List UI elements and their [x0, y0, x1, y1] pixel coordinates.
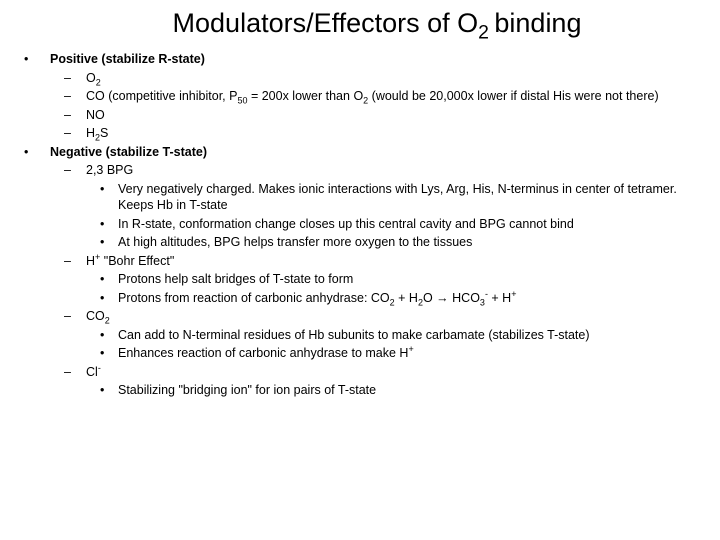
- t: + H: [488, 291, 511, 305]
- slide-body: • Positive (stabilize R-state) – O2 – CO…: [24, 51, 700, 399]
- list-item: – 2,3 BPG: [24, 162, 700, 179]
- list-item: • Protons help salt bridges of T-state t…: [24, 271, 700, 288]
- bullet-l3: •: [100, 271, 118, 288]
- text: Negative (stabilize T-state): [50, 144, 700, 161]
- text: CO (competitive inhibitor, P50 = 200x lo…: [86, 88, 700, 105]
- t: H: [86, 254, 95, 268]
- bullet-l2: –: [64, 88, 86, 105]
- t: CO (competitive inhibitor, P: [86, 89, 237, 103]
- list-item: • Stabilizing "bridging ion" for ion pai…: [24, 382, 700, 399]
- t: O: [86, 71, 96, 85]
- text: H2S: [86, 125, 700, 142]
- text: Very negatively charged. Makes ionic int…: [118, 181, 700, 214]
- text: H+ "Bohr Effect": [86, 253, 700, 270]
- text: NO: [86, 107, 700, 124]
- sup: -: [98, 362, 101, 372]
- t: Enhances reaction of carbonic anhydrase …: [118, 346, 408, 360]
- text: Enhances reaction of carbonic anhydrase …: [118, 345, 700, 362]
- text: Protons help salt bridges of T-state to …: [118, 271, 700, 288]
- bullet-l1: •: [24, 51, 50, 68]
- t: Cl: [86, 365, 98, 379]
- sub: 3: [480, 297, 485, 307]
- bullet-l3: •: [100, 382, 118, 399]
- bullet-l2: –: [64, 125, 86, 142]
- t: + H: [395, 291, 418, 305]
- bullet-l2: –: [64, 107, 86, 124]
- sub: 2: [96, 77, 101, 87]
- text: O2: [86, 70, 700, 87]
- list-item: • At high altitudes, BPG helps transfer …: [24, 234, 700, 251]
- list-item: • Can add to N-terminal residues of Hb s…: [24, 327, 700, 344]
- sub: 2: [105, 316, 110, 326]
- bullet-l3: •: [100, 234, 118, 251]
- t: (would be 20,000x lower if distal His we…: [368, 89, 658, 103]
- text: At high altitudes, BPG helps transfer mo…: [118, 234, 700, 251]
- title-b: binding: [494, 8, 581, 38]
- text: CO2: [86, 308, 700, 325]
- t: O → HCO: [423, 291, 480, 305]
- list-item: – H+ "Bohr Effect": [24, 253, 700, 270]
- list-item: – CO (competitive inhibitor, P50 = 200x …: [24, 88, 700, 105]
- positive-heading: • Positive (stabilize R-state): [24, 51, 700, 68]
- slide-title: Modulators/Effectors of O2 binding: [24, 8, 700, 39]
- t: "Bohr Effect": [100, 254, 174, 268]
- text: Positive (stabilize R-state): [50, 51, 700, 68]
- list-item: – H2S: [24, 125, 700, 142]
- t: H: [86, 126, 95, 140]
- t: CO: [86, 309, 105, 323]
- sub: 50: [237, 96, 247, 106]
- title-sub: 2: [478, 21, 494, 43]
- bullet-l2: –: [64, 70, 86, 87]
- bullet-l3: •: [100, 216, 118, 233]
- list-item: – NO: [24, 107, 700, 124]
- text: Can add to N-terminal residues of Hb sub…: [118, 327, 700, 344]
- text: 2,3 BPG: [86, 162, 700, 179]
- bullet-l2: –: [64, 162, 86, 179]
- t: = 200x lower than O: [247, 89, 363, 103]
- list-item: – Cl-: [24, 364, 700, 381]
- list-item: • Enhances reaction of carbonic anhydras…: [24, 345, 700, 362]
- bullet-l3: •: [100, 290, 118, 307]
- list-item: • In R-state, conformation change closes…: [24, 216, 700, 233]
- bullet-l2: –: [64, 253, 86, 270]
- list-item: – O2: [24, 70, 700, 87]
- negative-heading: • Negative (stabilize T-state): [24, 144, 700, 161]
- bullet-l2: –: [64, 364, 86, 381]
- t: Protons from reaction of carbonic anhydr…: [118, 291, 390, 305]
- bullet-l1: •: [24, 144, 50, 161]
- text: In R-state, conformation change closes u…: [118, 216, 700, 233]
- bullet-l3: •: [100, 327, 118, 344]
- bullet-l3: •: [100, 181, 118, 214]
- text: Protons from reaction of carbonic anhydr…: [118, 290, 700, 307]
- bullet-l2: –: [64, 308, 86, 325]
- text: Stabilizing "bridging ion" for ion pairs…: [118, 382, 700, 399]
- sup: +: [511, 288, 516, 298]
- list-item: • Very negatively charged. Makes ionic i…: [24, 181, 700, 214]
- list-item: – CO2: [24, 308, 700, 325]
- t: S: [100, 126, 108, 140]
- sup: +: [408, 344, 413, 354]
- text: Cl-: [86, 364, 700, 381]
- title-a: Modulators/Effectors of O: [173, 8, 479, 38]
- list-item: • Protons from reaction of carbonic anhy…: [24, 290, 700, 307]
- bullet-l3: •: [100, 345, 118, 362]
